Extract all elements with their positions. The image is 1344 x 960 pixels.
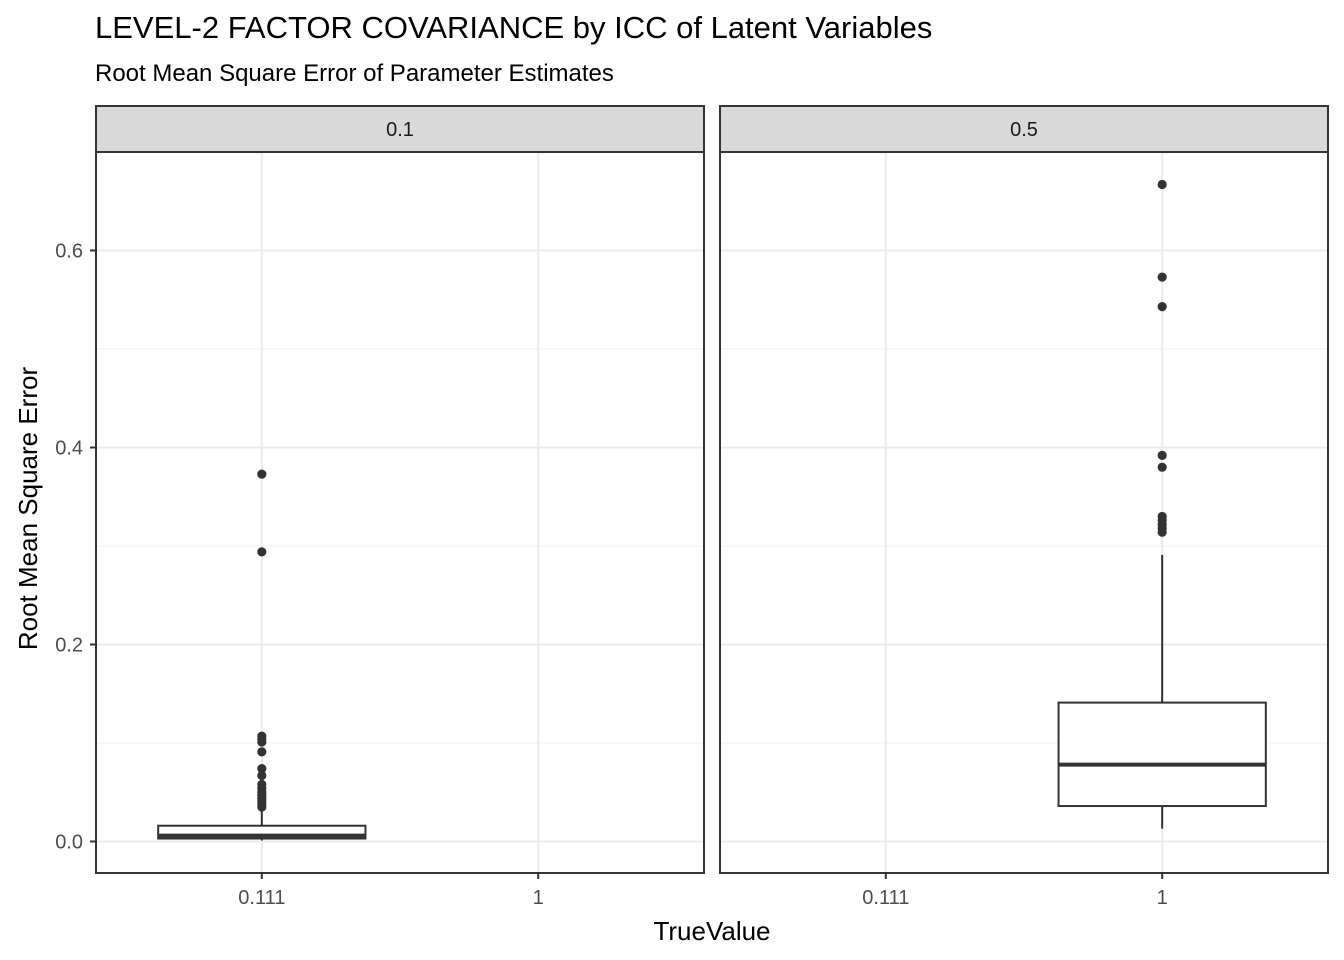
x-tick-label: 0.111: [862, 887, 909, 909]
x-axis-title: TrueValue: [653, 916, 770, 946]
outlier-point: [1157, 527, 1167, 537]
outlier-point: [257, 469, 267, 479]
outlier-point: [1157, 302, 1167, 312]
outlier-point: [1157, 179, 1167, 190]
facet-strip-label: 0.5: [1010, 119, 1038, 141]
facet-strip-label: 0.1: [386, 119, 414, 141]
box: [1057, 701, 1267, 808]
outlier-point: [1157, 272, 1167, 282]
outlier-point: [1157, 462, 1167, 472]
facet-strip: [719, 105, 1329, 153]
outlier-point: [257, 770, 267, 781]
outlier-point: [257, 737, 267, 747]
y-axis-title: Root Mean Square Error: [13, 367, 43, 651]
y-tick-label: 0.4: [55, 437, 83, 459]
outlier-point: [257, 802, 267, 812]
outlier-point: [257, 547, 267, 557]
y-tick-label: 0.6: [55, 240, 83, 262]
panel-background: [96, 152, 704, 873]
chart-title: LEVEL-2 FACTOR COVARIANCE by ICC of Late…: [95, 10, 933, 45]
outlier-point: [257, 763, 267, 774]
outlier-point: [257, 747, 267, 757]
outlier-point: [1157, 450, 1167, 460]
x-tick-label: 1: [533, 887, 544, 909]
y-tick-label: 0.2: [55, 634, 83, 656]
chart-subtitle: Root Mean Square Error of Parameter Esti…: [95, 60, 614, 87]
facet-strip: [95, 105, 705, 153]
x-tick-label: 0.111: [238, 887, 285, 909]
x-tick-label: 1: [1157, 887, 1168, 909]
y-tick-label: 0.0: [55, 831, 83, 853]
